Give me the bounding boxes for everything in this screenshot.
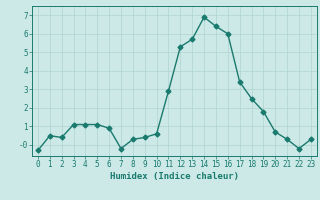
X-axis label: Humidex (Indice chaleur): Humidex (Indice chaleur) — [110, 172, 239, 181]
